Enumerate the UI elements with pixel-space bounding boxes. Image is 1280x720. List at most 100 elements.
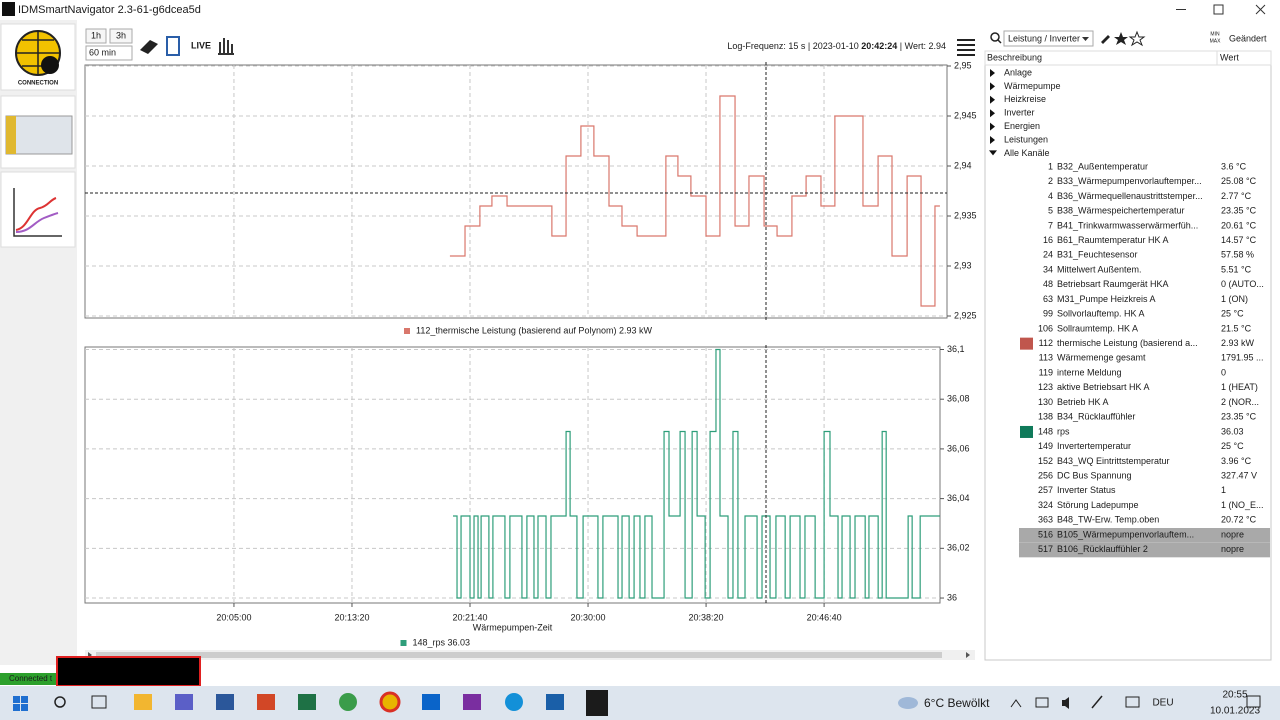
taskbar-app[interactable] [505,693,523,711]
channel-id[interactable]: 324 [1038,500,1053,510]
channel-id[interactable]: 24 [1043,250,1053,260]
channel-name[interactable]: B36_Wärmequellenaustrittstemper... [1057,191,1203,201]
channel-name[interactable]: Betrieb HK A [1057,397,1109,407]
tree-group[interactable]: Heizkreise [1004,94,1046,104]
tray-chevron[interactable] [1010,699,1022,708]
channel-id[interactable]: 363 [1038,515,1053,525]
channel-name[interactable]: B38_Wärmespeichertemperatur [1057,206,1185,216]
taskbar-app[interactable] [175,694,193,710]
tree-expander[interactable] [989,150,997,156]
taskbar-app[interactable] [134,694,152,710]
live-button[interactable]: LIVE [191,40,211,50]
channel-name[interactable]: B32_Außentemperatur [1057,161,1148,171]
cursor-icon[interactable] [166,36,180,56]
channel-id[interactable]: 138 [1038,412,1053,422]
taskbar-app[interactable] [257,694,275,710]
channel-id[interactable]: 1 [1048,161,1053,171]
tree-expander[interactable] [990,136,995,144]
pan-icon[interactable] [218,38,234,55]
channel-name[interactable]: B34_Rücklauffühler [1057,412,1135,422]
tree-group[interactable]: Alle Kanäle [1004,148,1050,158]
clock-date[interactable]: 10.01.2023 [1210,706,1260,717]
channel-id[interactable]: 34 [1043,264,1053,274]
taskbar-app[interactable] [298,694,316,710]
tree-expander[interactable] [990,82,995,91]
taskbar-app[interactable] [422,694,440,710]
channel-id[interactable]: 7 [1048,220,1053,230]
channel-id[interactable]: 517 [1038,544,1053,554]
range-button[interactable] [85,28,107,44]
channel-name[interactable]: Inverter Status [1057,485,1116,495]
channel-id[interactable]: 119 [1039,367,1053,377]
channel-name[interactable]: B33_Wärmepumpenvorlauftemper... [1057,176,1202,186]
channel-id[interactable]: 4 [1048,191,1053,201]
taskbar-app[interactable] [546,694,564,710]
tree-group[interactable]: Inverter [1004,108,1035,118]
channel-id[interactable]: 516 [1038,529,1053,539]
channel-id[interactable]: 113 [1039,353,1053,363]
notifications[interactable] [1246,695,1261,708]
taskbar-app[interactable] [463,694,481,710]
column-header[interactable]: Beschreibung [987,52,1042,62]
channel-name[interactable]: B31_Feuchtesensor [1057,250,1138,260]
channel-id[interactable]: 149 [1038,441,1053,451]
tray-pen[interactable] [1091,695,1103,709]
channel-name[interactable]: B43_WQ Eintrittstemperatur [1057,456,1170,466]
channel-id[interactable]: 257 [1038,485,1053,495]
tree-group[interactable]: Wärmepumpe [1004,81,1061,91]
channel-name[interactable]: B105_Wärmepumpenvorlauftem... [1057,529,1194,539]
clock-time[interactable]: 20:55 [1222,690,1247,701]
tray-icon[interactable] [1035,697,1049,708]
scrollbar-thumb[interactable] [96,652,942,658]
search-icon[interactable] [990,32,1000,42]
favorite-icon[interactable] [1114,32,1128,45]
channel-name[interactable]: interne Meldung [1057,367,1122,377]
minmax-label[interactable]: MAX [1210,38,1222,44]
channel-id[interactable]: 5 [1048,206,1053,216]
edit-icon[interactable] [1101,35,1110,44]
channel-name[interactable]: Wärmemenge gesamt [1057,353,1146,363]
eraser-icon[interactable] [140,40,158,54]
changed-toggle[interactable]: Geändert [1229,33,1267,43]
channel-name[interactable]: Sollraumtemp. HK A [1057,323,1138,333]
task-view-button[interactable] [91,695,107,709]
channel-name[interactable]: M31_Pumpe Heizkreis A [1057,294,1156,304]
tray-icon[interactable] [1125,696,1140,708]
start-button[interactable] [13,696,28,711]
maximize-button[interactable] [1213,4,1224,15]
channel-id[interactable]: 2 [1048,176,1053,186]
minmax-label[interactable]: MIN [1210,31,1220,37]
taskbar-app[interactable] [216,694,234,710]
taskbar-app-active[interactable] [586,690,608,716]
channel-name[interactable]: Sollvorlauftemp. HK A [1057,309,1145,319]
language[interactable]: DEU [1152,698,1173,709]
channel-id[interactable]: 106 [1038,323,1053,333]
channel-name[interactable]: rps [1057,426,1070,436]
range-button[interactable] [109,28,133,44]
channel-id[interactable]: 256 [1038,470,1053,480]
tree-group[interactable]: Anlage [1004,67,1032,77]
channel-id[interactable]: 48 [1043,279,1053,289]
channel-id[interactable]: 16 [1043,235,1053,245]
channel-name[interactable]: B61_Raumtemperatur HK A [1057,235,1169,245]
channel-name[interactable]: DC Bus Spannung [1057,470,1132,480]
favorite-outline-icon[interactable] [1128,30,1146,47]
channel-name[interactable]: thermische Leistung (basierend a... [1057,338,1198,348]
weather[interactable]: 6°C Bewölkt [924,696,990,710]
channel-name[interactable]: Mittelwert Außentem. [1057,264,1142,274]
channel-id[interactable]: 123 [1038,382,1053,392]
taskbar-app[interactable] [379,691,401,713]
channel-id[interactable]: 63 [1043,294,1053,304]
tree-expander[interactable] [990,109,995,118]
menu-icon[interactable] [957,39,975,56]
tray-volume[interactable] [1062,697,1069,709]
taskbar-app[interactable] [339,693,357,711]
channel-name[interactable]: B106_Rücklauffühler 2 [1057,544,1148,554]
channel-id[interactable]: 152 [1038,456,1053,466]
tree-expander[interactable] [990,95,995,104]
search-button[interactable] [54,696,66,708]
close-button[interactable] [1255,4,1266,15]
channel-name[interactable]: Störung Ladepumpe [1057,500,1139,510]
tree-expander[interactable] [990,122,995,131]
column-header[interactable]: Wert [1220,52,1239,62]
